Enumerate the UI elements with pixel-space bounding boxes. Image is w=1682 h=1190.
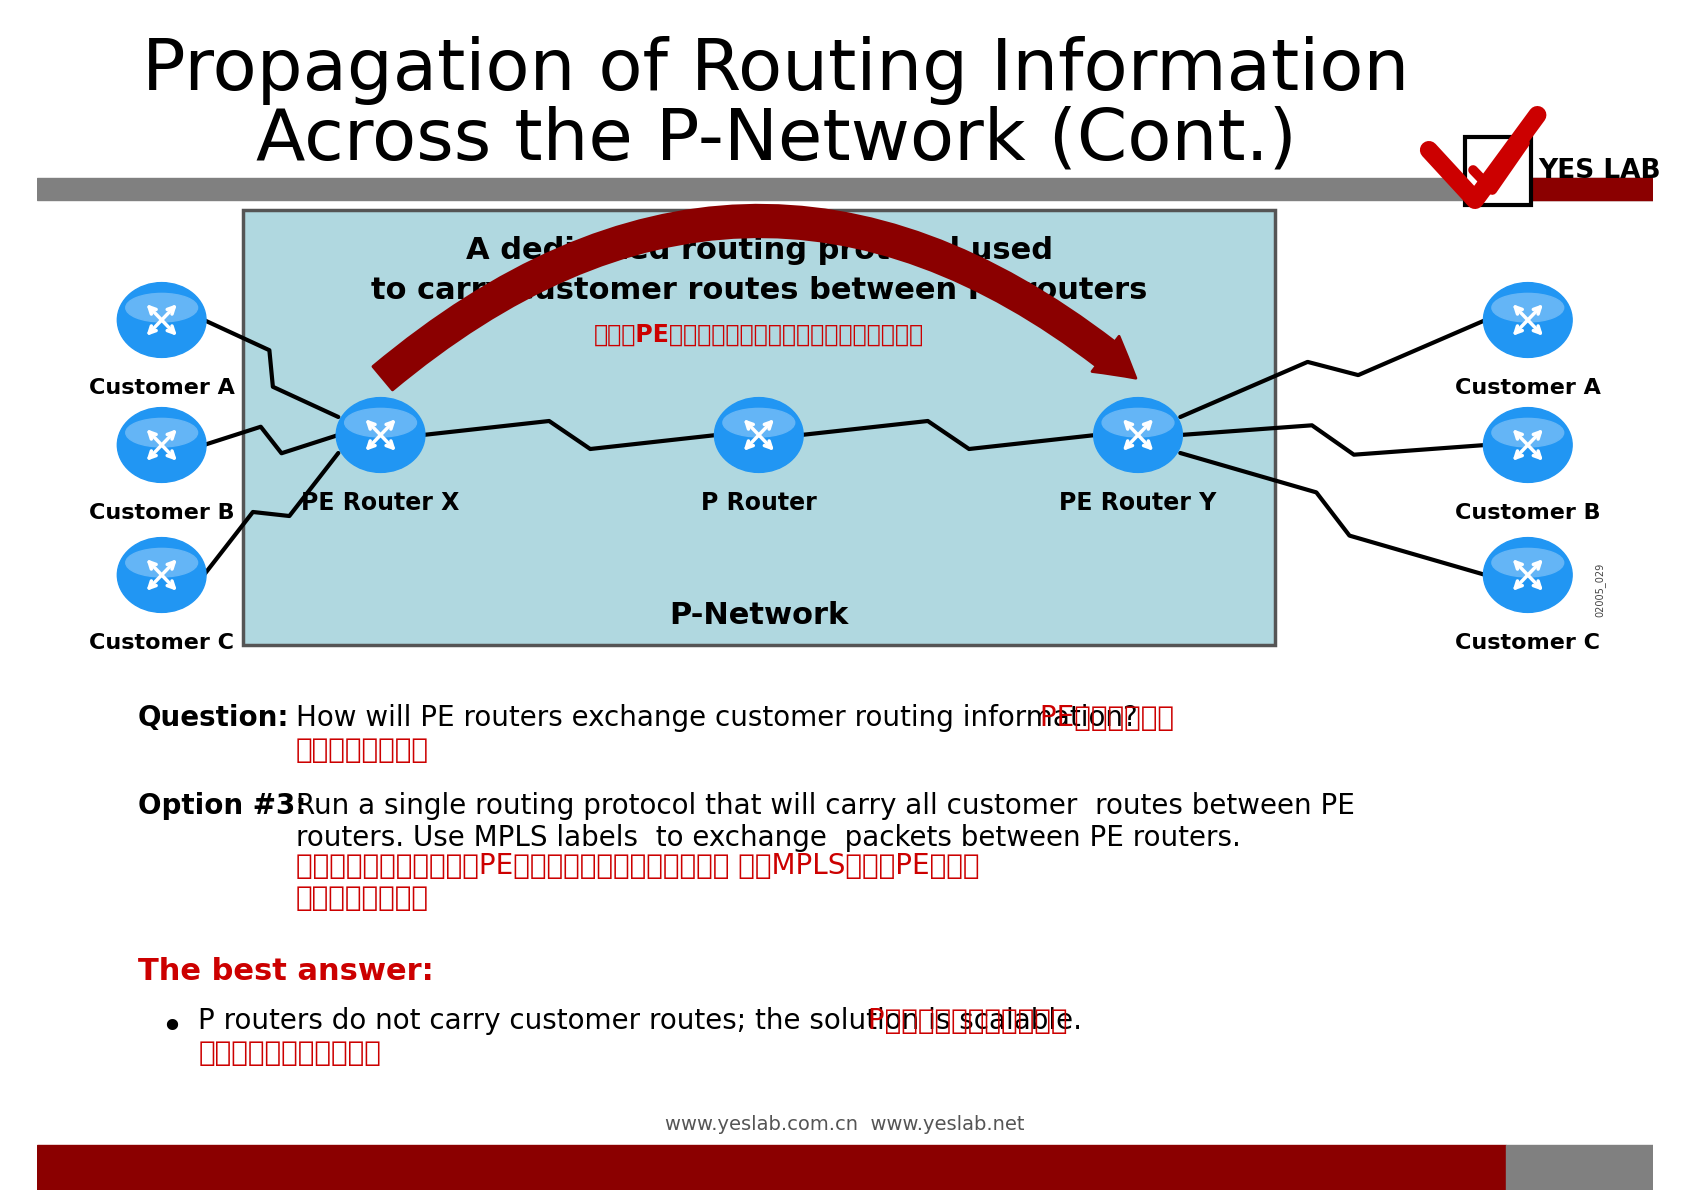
Text: 该解决方案是可扩展的。: 该解决方案是可扩展的。 — [198, 1039, 380, 1067]
Text: 02005_029: 02005_029 — [1593, 563, 1605, 618]
Text: 之间交换数据包。: 之间交换数据包。 — [296, 884, 429, 912]
Text: YES LAB: YES LAB — [1537, 158, 1660, 184]
Text: PE路由器如何交: PE路由器如何交 — [1029, 704, 1172, 732]
Ellipse shape — [715, 397, 802, 472]
Text: 换客户路由信息？: 换客户路由信息？ — [296, 735, 429, 764]
Bar — [1465, 137, 1529, 205]
Text: Option #3:: Option #3: — [138, 793, 306, 820]
Text: P路由器不携带客户路由；: P路由器不携带客户路由； — [858, 1007, 1066, 1035]
Ellipse shape — [118, 538, 205, 613]
Ellipse shape — [1490, 549, 1563, 577]
Text: The best answer:: The best answer: — [138, 957, 434, 987]
Ellipse shape — [1490, 294, 1563, 322]
Text: Customer C: Customer C — [89, 633, 234, 653]
Text: routers. Use MPLS labels  to exchange  packets between PE routers.: routers. Use MPLS labels to exchange pac… — [296, 823, 1240, 852]
Text: Propagation of Routing Information: Propagation of Routing Information — [143, 36, 1410, 105]
Text: Customer A: Customer A — [1453, 378, 1600, 397]
Text: P-Network: P-Network — [669, 601, 848, 630]
Text: Customer B: Customer B — [1455, 503, 1600, 522]
Text: How will PE routers exchange customer routing information?: How will PE routers exchange customer ro… — [296, 704, 1137, 732]
Text: P Router: P Router — [700, 491, 816, 515]
Ellipse shape — [1490, 419, 1563, 447]
Ellipse shape — [1102, 408, 1174, 437]
Ellipse shape — [118, 408, 205, 482]
Text: Question:: Question: — [138, 704, 289, 732]
Text: A dedicated routing protocol used: A dedicated routing protocol used — [466, 236, 1053, 264]
Bar — [37, 178, 1652, 200]
Ellipse shape — [1093, 397, 1182, 472]
Bar — [1505, 1145, 1652, 1190]
Bar — [37, 1145, 1505, 1190]
Text: Customer A: Customer A — [89, 378, 234, 397]
Text: 运行单路由协议，将携带PE路由器之间的所有客户路由。 使用MPLS标签在PE路由器: 运行单路由协议，将携带PE路由器之间的所有客户路由。 使用MPLS标签在PE路由… — [296, 852, 979, 879]
Ellipse shape — [1482, 282, 1571, 357]
Ellipse shape — [118, 282, 205, 357]
Ellipse shape — [126, 419, 197, 447]
FancyBboxPatch shape — [244, 209, 1275, 645]
Text: to carry customer routes between PE routers: to carry customer routes between PE rout… — [372, 276, 1147, 305]
Ellipse shape — [345, 408, 415, 437]
Text: Customer C: Customer C — [1455, 633, 1600, 653]
Ellipse shape — [126, 549, 197, 577]
Text: PE Router Y: PE Router Y — [1058, 491, 1216, 515]
Ellipse shape — [1482, 408, 1571, 482]
Text: 用于在PE路由器之间承载客户路由的专用路由协议: 用于在PE路由器之间承载客户路由的专用路由协议 — [594, 322, 923, 347]
Ellipse shape — [1482, 538, 1571, 613]
Bar — [1505, 178, 1652, 200]
Text: •: • — [160, 1009, 183, 1047]
Text: Across the P-Network (Cont.): Across the P-Network (Cont.) — [256, 106, 1295, 175]
Ellipse shape — [126, 294, 197, 322]
Text: P routers do not carry customer routes; the solution is scalable.: P routers do not carry customer routes; … — [198, 1007, 1082, 1035]
Ellipse shape — [336, 397, 424, 472]
FancyArrowPatch shape — [373, 205, 1135, 390]
Ellipse shape — [723, 408, 794, 437]
Text: PE Router X: PE Router X — [301, 491, 459, 515]
Text: www.yeslab.com.cn  www.yeslab.net: www.yeslab.com.cn www.yeslab.net — [664, 1115, 1023, 1134]
Text: Customer B: Customer B — [89, 503, 234, 522]
Text: Run a single routing protocol that will carry all customer  routes between PE: Run a single routing protocol that will … — [296, 793, 1354, 820]
